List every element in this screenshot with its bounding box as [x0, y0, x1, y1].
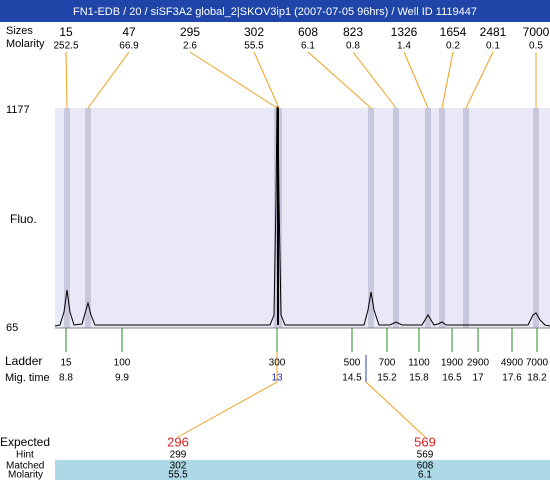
peak-connector — [189, 51, 278, 109]
peak-size: 302 — [244, 25, 264, 39]
peak-size: 15 — [59, 25, 73, 39]
ladder-size: 2900 — [467, 358, 490, 369]
peak-band — [393, 108, 399, 328]
peak-connector — [253, 51, 280, 109]
peak-molarity: 0.8 — [346, 41, 360, 52]
matched-molarity: 55.5 — [168, 470, 188, 480]
peak-band — [64, 108, 70, 328]
peak-band — [368, 108, 374, 328]
title-bar — [0, 0, 550, 22]
molarity-label: Molarity — [6, 38, 45, 50]
peak-molarity: 6.1 — [301, 41, 315, 52]
peak-connector — [87, 51, 130, 109]
expected-value: 569 — [414, 434, 436, 449]
peak-connector — [352, 51, 397, 109]
peak-molarity: 252.5 — [53, 41, 78, 52]
mig-time: 9.9 — [115, 373, 129, 384]
peak-molarity: 66.9 — [119, 41, 139, 52]
peak-molarity: 1.4 — [397, 41, 411, 52]
peak-connector — [403, 51, 429, 109]
expected-value: 296 — [167, 434, 189, 449]
exp-molarity-label: Molarity — [8, 470, 43, 480]
mig-time-label: Mig. time — [5, 372, 50, 384]
plot-area — [55, 108, 550, 328]
trace — [54, 106, 550, 327]
connector — [365, 381, 426, 438]
peak-band — [463, 108, 469, 328]
ladder-size: 300 — [269, 358, 286, 369]
y-min: 65 — [6, 322, 18, 334]
ladder-label: Ladder — [5, 354, 42, 368]
peak-size: 1326 — [391, 25, 418, 39]
matched-bg — [55, 460, 550, 480]
peak-connector — [441, 51, 454, 109]
peak-size: 295 — [180, 25, 200, 39]
peak-connector — [65, 51, 68, 109]
peak-band — [85, 108, 91, 328]
ladder-size: 500 — [344, 358, 361, 369]
hint-label: Hint — [16, 450, 34, 461]
mig-time: 15.2 — [377, 373, 397, 384]
ladder-size: 7000 — [526, 358, 549, 369]
peak-size: 47 — [122, 25, 136, 39]
peak-size: 7000 — [523, 25, 550, 39]
matched-value: 608 — [417, 461, 434, 472]
matched-value: 302 — [170, 461, 187, 472]
peak-size: 608 — [298, 25, 318, 39]
peak-molarity: 55.5 — [244, 41, 264, 52]
peak-molarity: 0.5 — [529, 41, 543, 52]
peak-connector — [465, 51, 494, 109]
mig-time: 14.5 — [342, 373, 362, 384]
sizes-label: Sizes — [6, 25, 33, 37]
mig-time: 17 — [472, 373, 484, 384]
peak-connector — [307, 51, 372, 109]
ladder-size: 100 — [114, 358, 131, 369]
ladder-size: 4900 — [501, 358, 524, 369]
connector — [177, 381, 278, 438]
mig-time: 8.8 — [59, 373, 73, 384]
ladder-size: 700 — [379, 358, 396, 369]
mig-time: 17.6 — [502, 373, 522, 384]
ladder-size: 1100 — [408, 358, 430, 369]
peak-band — [439, 108, 445, 328]
peak-size: 1654 — [440, 25, 467, 39]
hint-value: 569 — [417, 450, 434, 461]
peak-size: 823 — [343, 25, 363, 39]
peak-molarity: 2.6 — [183, 41, 197, 52]
peak-molarity: 0.2 — [446, 41, 460, 52]
y-max: 1177 — [6, 104, 30, 116]
title: FN1-EDB / 20 / siSF3A2 global_2|SKOV3ip1… — [73, 6, 477, 18]
mig-time: 18.2 — [527, 373, 547, 384]
mig-time: 16.5 — [442, 373, 462, 384]
expected-label: Expected — [0, 435, 50, 449]
peak-size: 2481 — [480, 25, 507, 39]
peak-band — [425, 108, 431, 328]
ladder-size: 1900 — [441, 358, 464, 369]
peak-molarity: 0.1 — [486, 41, 500, 52]
mig-time: 15.8 — [409, 373, 429, 384]
mig-time: 13 — [271, 373, 283, 384]
hint-value: 299 — [170, 450, 187, 461]
ladder-size: 15 — [60, 358, 72, 369]
peak-band — [533, 108, 539, 328]
y-label: Fluo. — [10, 212, 37, 226]
matched-label: Matched — [6, 461, 44, 472]
matched-molarity: 6.1 — [418, 470, 432, 480]
